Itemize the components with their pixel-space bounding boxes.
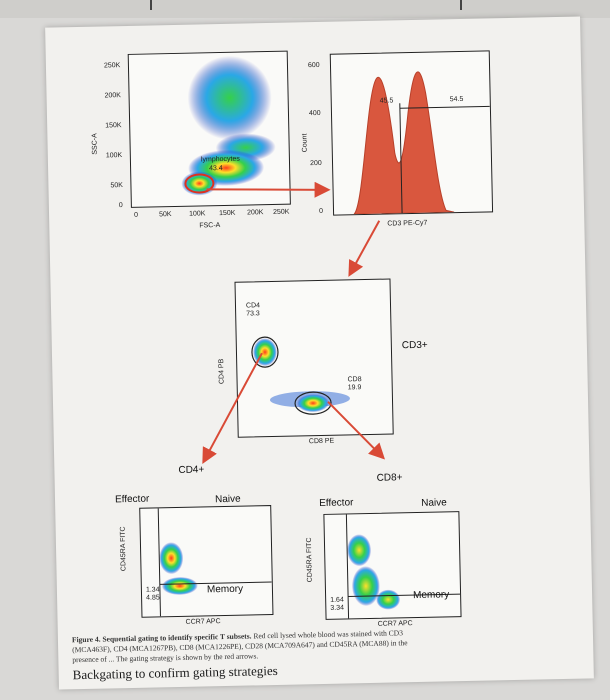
quadrant-value: 1.34 [145, 586, 160, 594]
naive-label: Naive [214, 493, 241, 506]
cd4-plus-title: CD4+ [178, 464, 205, 476]
arrow-to-cd8-subsets [327, 401, 385, 460]
quadrant-value: 3.34 [330, 604, 345, 612]
top-tick-mark [150, 0, 152, 10]
lymphocyte-gate [184, 173, 215, 194]
gating-arrows [202, 181, 385, 464]
memory-label: Memory [206, 583, 244, 596]
naive-label: Naive [421, 497, 447, 509]
cd3-histogram-plot: 45.5 54.5 [329, 50, 494, 216]
arrow-cd3-to-cd4cd8 [348, 220, 381, 277]
cd3-histogram [352, 71, 490, 215]
fsc-ssc-plot: lymphocytes 43.4 [127, 50, 291, 208]
effector-label: Effector [114, 493, 150, 506]
page-top-strip [0, 0, 610, 18]
cd8-subsets-density [345, 514, 461, 619]
effector-label: Effector [319, 497, 354, 510]
quadrant-value: 4.85 [146, 594, 160, 602]
x-axis-label: CCR7 APC [377, 620, 413, 628]
cd4-subsets-density [157, 508, 272, 617]
arrow-fsc-to-cd3 [206, 181, 331, 198]
cd8-plus-title: CD8+ [376, 472, 403, 484]
x-axis-label: CCR7 APC [185, 618, 221, 626]
paper-sheet: lymphocytes 43.4 250K 200K 150K 100K 50K… [45, 16, 594, 690]
arrow-to-cd4-subsets [202, 352, 263, 464]
cd8-subsets-plot: 1.64 3.34 [323, 511, 462, 620]
quadrant-value: 1.64 [330, 596, 344, 604]
cd8-gate [294, 391, 332, 415]
top-tick-mark [460, 0, 462, 10]
fsc-ssc-density [181, 55, 276, 196]
cd4-subsets-plot: 1.34 4.85 [139, 505, 274, 618]
y-axis-label: CD45RA FITC [119, 526, 128, 572]
cd4-gate [251, 336, 279, 368]
y-axis-label: CD45RA FITC [305, 537, 314, 583]
memory-label: Memory [412, 589, 450, 602]
